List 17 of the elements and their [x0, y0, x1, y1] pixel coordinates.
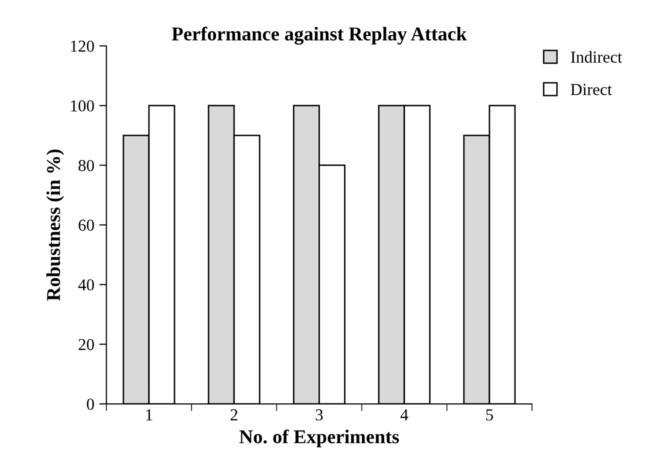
chart-title: Performance against Replay Attack — [172, 26, 467, 45]
y-tick-label: 0 — [86, 398, 94, 410]
y-tick-label: 20 — [78, 338, 94, 350]
legend-label: Indirect — [570, 51, 622, 63]
x-axis-title: No. of Experiments — [239, 429, 399, 448]
x-tick-label: 2 — [230, 409, 238, 420]
y-tick-label: 80 — [78, 160, 94, 172]
y-tick-label: 40 — [78, 279, 94, 291]
x-tick-label: 4 — [400, 409, 408, 420]
legend-label: Direct — [570, 84, 612, 96]
y-tick-label: 120 — [71, 40, 94, 52]
y-tick-label: 100 — [71, 100, 94, 112]
x-tick-label: 5 — [486, 409, 493, 421]
x-tick-label: 1 — [146, 409, 152, 420]
y-tick-label: 60 — [78, 220, 94, 231]
y-axis-title: Robustness (in %) — [46, 150, 64, 301]
x-tick-label: 3 — [316, 409, 323, 421]
